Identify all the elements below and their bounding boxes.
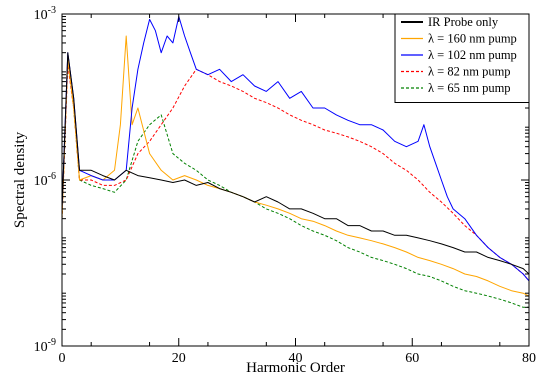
x-tick-label: 80 [522, 351, 536, 366]
legend-label: IR Probe only [428, 15, 499, 29]
legend-label: λ = 160 nm pump [428, 32, 517, 46]
x-tick-label: 40 [289, 351, 303, 366]
x-tick-label: 0 [59, 351, 66, 366]
series-line-1 [62, 35, 529, 297]
legend-label: λ = 102 nm pump [428, 48, 517, 62]
y-tick-label: 10-3 [34, 5, 56, 23]
y-tick-label: 10-6 [34, 171, 56, 189]
series-line-2 [62, 16, 529, 282]
x-axis-title: Harmonic Order [246, 360, 345, 376]
y-axis-title: Spectral density [12, 131, 28, 228]
y-tick-label: 10-9 [34, 337, 56, 355]
legend-label: λ = 65 nm pump [428, 81, 511, 95]
series-line-0 [62, 52, 529, 275]
x-tick-label: 20 [172, 351, 186, 366]
series-layer [62, 16, 529, 308]
x-tick-label: 60 [405, 351, 419, 366]
legend-label: λ = 82 nm pump [428, 65, 511, 79]
series-line-4 [62, 59, 529, 308]
legend: IR Probe only λ = 160 nm pump λ = 102 nm p… [394, 13, 530, 103]
